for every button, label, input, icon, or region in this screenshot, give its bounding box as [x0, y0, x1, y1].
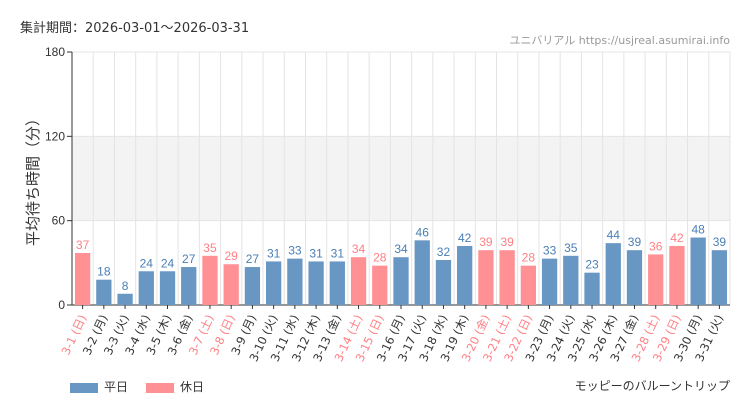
bar: [563, 255, 579, 305]
y-tick-label: 120: [45, 129, 65, 143]
attraction-name: モッピーのバルーントリップ: [574, 379, 730, 393]
data-label: 34: [394, 242, 408, 256]
data-label: 33: [288, 244, 302, 258]
data-label: 34: [352, 242, 366, 256]
legend: 平日 休日: [70, 378, 204, 395]
shaded-band: [72, 136, 730, 221]
data-label: 29: [225, 249, 239, 263]
bar: [393, 257, 409, 305]
data-label: 27: [182, 252, 196, 266]
data-label: 31: [267, 246, 281, 260]
site-credit: ユニバリアル https://usjreal.asumirai.info: [509, 34, 730, 47]
bar: [308, 261, 324, 305]
y-tick-label: 0: [58, 298, 65, 312]
data-label: 46: [416, 225, 430, 239]
data-label: 31: [331, 246, 345, 260]
data-label: 33: [543, 244, 557, 258]
bar: [372, 265, 388, 305]
legend-holiday: 休日: [146, 378, 204, 395]
data-label: 24: [161, 256, 175, 270]
data-label: 31: [309, 246, 323, 260]
bar: [648, 254, 664, 305]
bar: [520, 265, 536, 305]
bar: [223, 264, 239, 305]
bar: [626, 250, 643, 305]
bar: [499, 250, 515, 305]
legend-label: 平日: [104, 380, 129, 394]
bar: [74, 252, 91, 305]
data-label: 23: [585, 258, 599, 272]
bar: [181, 267, 197, 305]
legend-swatch: [70, 382, 98, 393]
bar: [266, 261, 282, 305]
data-label: 39: [628, 235, 642, 249]
bar: [414, 240, 430, 305]
bar: [287, 258, 303, 305]
data-label: 8: [122, 279, 129, 293]
data-label: 27: [246, 252, 260, 266]
bar: [96, 279, 112, 305]
period-label: 集計期間：2026-03-01～2026-03-31: [20, 21, 250, 36]
y-axis-label: 平均待ち時間（分）: [24, 111, 42, 246]
bar: [690, 237, 706, 305]
bar: [159, 271, 176, 305]
data-label: 24: [140, 256, 154, 270]
data-label: 35: [564, 241, 578, 255]
bar: [138, 271, 154, 305]
legend-weekday: 平日: [70, 378, 128, 395]
bar: [541, 258, 558, 305]
data-label: 48: [691, 223, 705, 237]
data-label: 39: [479, 235, 493, 249]
data-label: 32: [437, 245, 451, 259]
bar: [584, 272, 600, 305]
data-label: 35: [203, 241, 217, 255]
bar: [605, 243, 621, 305]
bar: [711, 250, 728, 305]
legend-label: 休日: [180, 380, 205, 394]
bar: [202, 255, 218, 305]
data-label: 44: [607, 228, 621, 242]
data-label: 37: [76, 238, 90, 252]
data-label: 28: [522, 251, 536, 265]
bar: [117, 293, 133, 305]
data-label: 28: [373, 251, 387, 265]
data-label: 39: [713, 235, 727, 249]
bar: [329, 261, 345, 305]
data-label: 42: [670, 231, 684, 245]
data-label: 39: [500, 235, 514, 249]
bar: [435, 260, 452, 305]
bar: [244, 267, 261, 305]
data-label: 42: [458, 231, 472, 245]
bar: [350, 257, 367, 305]
y-tick-label: 60: [52, 214, 66, 228]
bar: [669, 245, 685, 305]
legend-swatch: [146, 382, 175, 393]
bar: [478, 250, 494, 305]
bar: [457, 245, 473, 305]
y-tick-label: 180: [45, 45, 65, 59]
data-label: 18: [97, 265, 111, 279]
data-label: 36: [649, 239, 663, 253]
